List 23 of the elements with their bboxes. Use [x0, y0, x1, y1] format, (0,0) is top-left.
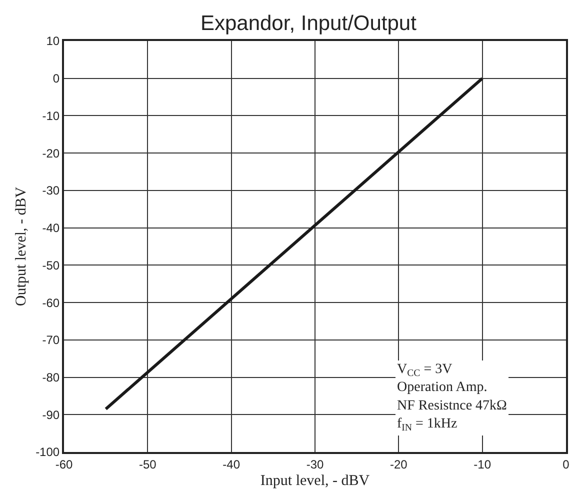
x-tick-label: -60: [55, 457, 73, 472]
y-tick-label: -80: [42, 370, 60, 384]
x-axis-title: Input level, - dBV: [260, 472, 370, 489]
y-tick-label: -70: [42, 333, 60, 348]
annotation: V$_{CC}$ = 3V Operation Amp. NF Resistnce 47kΩ f$_{IN}$ = 1kHz: [397, 362, 507, 434]
y-tick-label: -90: [42, 408, 60, 422]
y-tick-label: 0: [52, 72, 60, 86]
y-tick-label: -60: [42, 296, 60, 310]
x-tick-label: -40: [222, 457, 240, 472]
y-axis-title: Output level, - dBV: [13, 186, 30, 306]
y-tick-label: -40: [42, 221, 60, 236]
y-tick-label: -100: [36, 445, 60, 460]
x-tick-label: -30: [306, 457, 324, 472]
x-tick-label: 0: [562, 457, 570, 472]
x-tick-label: -10: [474, 457, 492, 472]
y-tick-label: -30: [42, 184, 60, 198]
y-tick-label: -10: [42, 108, 60, 123]
x-tick-label: -50: [139, 457, 157, 472]
x-tick-label: -20: [390, 457, 408, 472]
y-tick-label: 10: [46, 34, 60, 48]
y-tick-label: -50: [42, 258, 60, 272]
y-tick-label: -20: [42, 146, 60, 160]
chart-title: Expandor, Input/Output: [200, 12, 417, 35]
